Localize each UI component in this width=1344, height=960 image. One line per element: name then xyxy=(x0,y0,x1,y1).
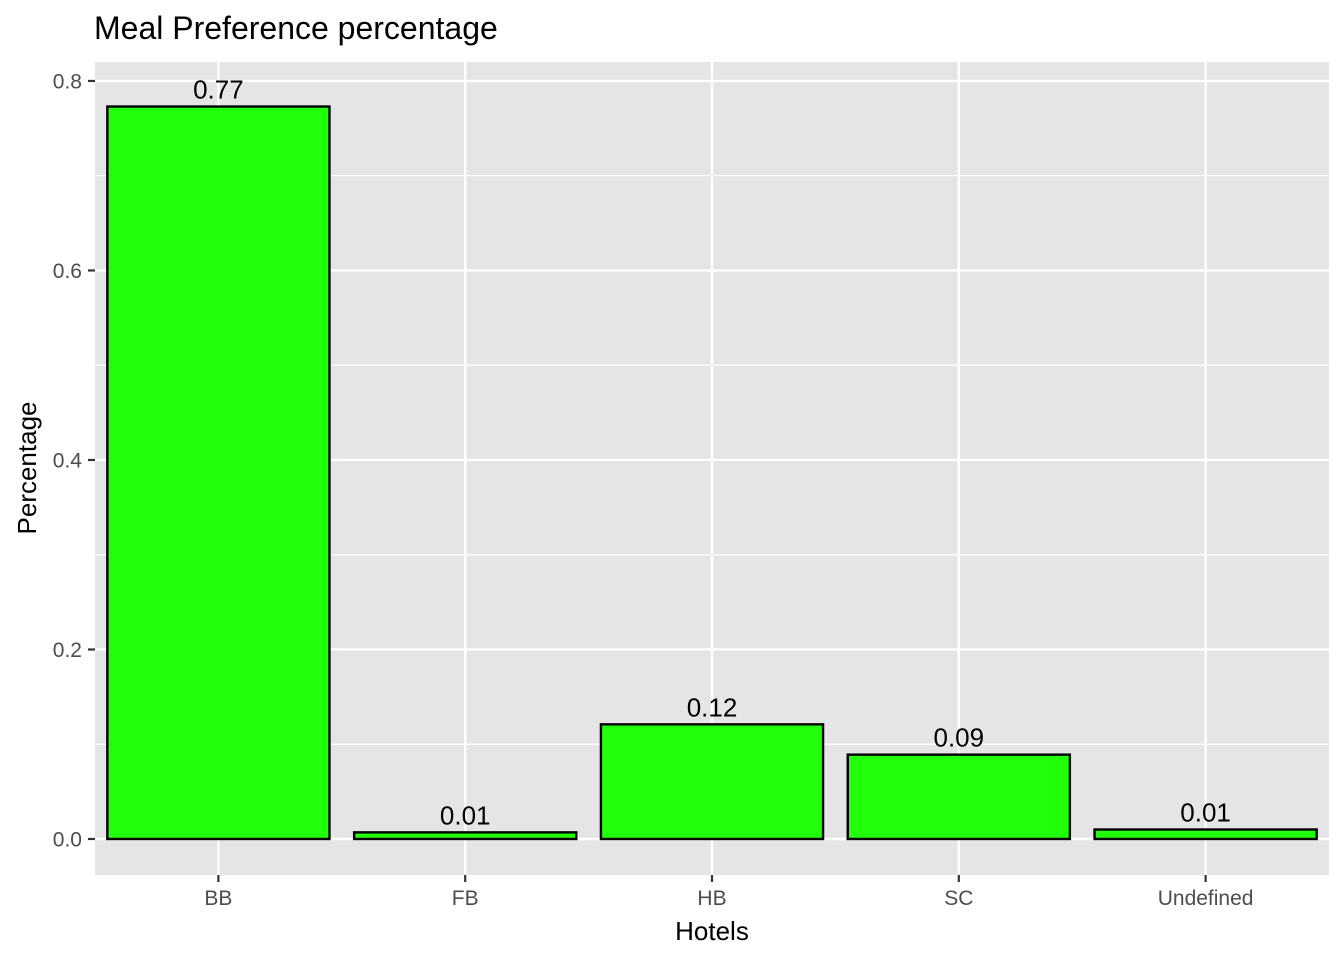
data-label-bb: 0.77 xyxy=(193,75,244,105)
y-tick-label: 0.0 xyxy=(53,828,82,851)
x-axis: BB FB HB SC Undefined xyxy=(204,875,1253,910)
bar-sc xyxy=(846,753,1072,841)
y-tick-label: 0.2 xyxy=(53,639,82,662)
bar-fb xyxy=(352,831,578,841)
y-tick-label: 0.8 xyxy=(53,70,82,93)
bar-undefined xyxy=(1093,828,1318,841)
x-tick-label-sc: SC xyxy=(944,887,973,910)
data-label-fb: 0.01 xyxy=(440,800,491,830)
x-tick-label-undefined: Undefined xyxy=(1158,887,1254,910)
data-label-sc: 0.09 xyxy=(933,723,984,753)
x-axis-title: Hotels xyxy=(675,916,749,946)
y-tick-label: 0.4 xyxy=(53,449,83,472)
x-tick-label-bb: BB xyxy=(204,887,232,910)
bars xyxy=(106,105,1318,841)
chart-title: Meal Preference percentage xyxy=(94,10,498,46)
data-label-hb: 0.12 xyxy=(687,692,738,722)
x-tick-label-hb: HB xyxy=(697,887,726,910)
data-labels: 0.77 0.01 0.12 0.09 0.01 xyxy=(193,75,1231,831)
bar-bb xyxy=(106,105,331,841)
data-label-undefined: 0.01 xyxy=(1180,798,1231,828)
x-tick-label-fb: FB xyxy=(452,887,479,910)
y-axis-title: Percentage xyxy=(12,402,42,535)
y-axis: 0.0 0.2 0.4 0.6 0.8 xyxy=(53,70,95,851)
y-tick-label: 0.6 xyxy=(53,260,82,283)
bar-hb xyxy=(599,723,825,841)
